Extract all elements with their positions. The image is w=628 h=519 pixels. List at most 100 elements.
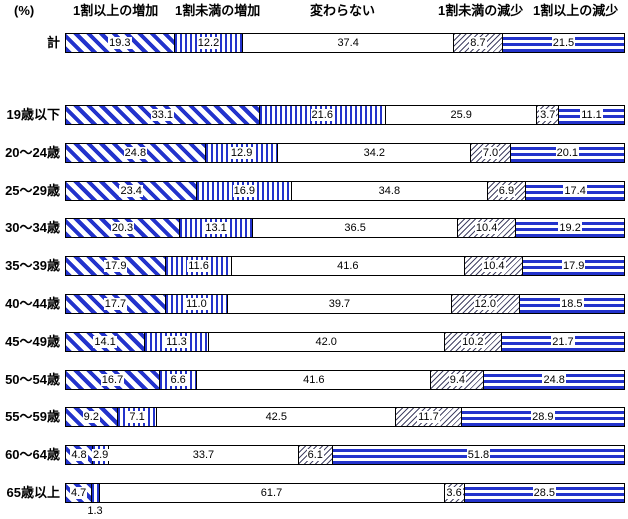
bar-segment: 33.7 xyxy=(109,446,299,464)
bar-segment: 51.8 xyxy=(332,446,624,464)
value-label: 61.7 xyxy=(259,487,284,499)
bar-segment: 16.7 xyxy=(66,371,161,389)
outside-value-label: 1.3 xyxy=(87,505,103,517)
category-label: 35〜39歳 xyxy=(5,258,60,273)
bar-segment: 17.7 xyxy=(66,295,166,313)
value-label: 7.0 xyxy=(481,147,500,159)
bar-segment: 14.1 xyxy=(66,333,146,351)
value-label: 17.7 xyxy=(103,298,128,310)
stacked-bar: 16.7 6.6 41.6 9.4 24.8 xyxy=(65,370,625,390)
value-label: 42.0 xyxy=(314,336,338,348)
bar-segment: 12.0 xyxy=(451,295,520,313)
value-label: 4.7 xyxy=(69,487,88,499)
bar-segment: 41.6 xyxy=(197,371,432,389)
bar-segment: 24.8 xyxy=(66,144,206,162)
stacked-bar: 20.3 13.1 36.5 10.4 19.2 xyxy=(65,218,625,238)
value-label: 10.4 xyxy=(474,222,499,234)
value-label: 36.5 xyxy=(343,222,367,234)
value-label: 11.1 xyxy=(580,109,603,121)
chart-row-0: 計 19.3 12.2 37.4 8.7 21.5 xyxy=(0,33,628,53)
value-label: 41.6 xyxy=(336,260,360,272)
value-label: 2.9 xyxy=(91,449,110,461)
value-label: 21.7 xyxy=(551,336,575,348)
stacked-bar: 17.9 11.6 41.6 10.4 17.9 xyxy=(65,256,625,276)
value-label: 4.8 xyxy=(70,449,88,461)
category-label: 65歳以上 xyxy=(6,485,60,500)
value-label: 17.9 xyxy=(104,260,128,272)
bar-segment: 12.9 xyxy=(205,144,279,162)
stacked-bar: 33.1 21.6 25.9 3.7 11.1 xyxy=(65,105,625,125)
bar-segment: 41.6 xyxy=(231,257,466,275)
value-label: 12.2 xyxy=(196,37,221,49)
bar-segment: 10.4 xyxy=(457,219,517,237)
bar-segment: 61.7 xyxy=(99,484,445,502)
value-label: 19.2 xyxy=(558,222,582,234)
bar-segment: 11.3 xyxy=(145,333,209,351)
bar-segment: 20.1 xyxy=(510,144,624,162)
chart-row-8: 50〜54歳 16.7 6.6 41.6 9.4 24.8 xyxy=(0,370,628,390)
bar-segment: 3.7 xyxy=(537,106,560,124)
value-label: 6.6 xyxy=(169,374,187,386)
bar-segment: 3.6 xyxy=(444,484,465,502)
bar-segment: 11.1 xyxy=(559,106,624,124)
bar-segment: 21.5 xyxy=(502,34,624,52)
bar-segment: 18.5 xyxy=(519,295,624,313)
bar-segment xyxy=(92,484,100,502)
value-label: 6.1 xyxy=(306,449,324,461)
value-label: 3.7 xyxy=(539,109,557,121)
bar-segment: 12.2 xyxy=(174,34,244,52)
bar-segment: 34.2 xyxy=(278,144,472,162)
chart-row-10: 60〜64歳 4.8 2.9 33.7 6.1 51.8 xyxy=(0,445,628,465)
value-label: 25.9 xyxy=(449,109,473,121)
value-label: 20.1 xyxy=(555,147,580,159)
series-header-3: 1割未満の減少 xyxy=(438,3,524,18)
value-label: 12.0 xyxy=(473,298,497,310)
value-label: 11.7 xyxy=(417,411,440,423)
value-label: 41.6 xyxy=(302,374,326,386)
value-label: 23.4 xyxy=(119,185,143,197)
bar-segment: 28.9 xyxy=(461,408,624,426)
value-label: 37.4 xyxy=(336,37,360,49)
chart-row-9: 55〜59歳 9.2 7.1 42.5 11.7 28.9 xyxy=(0,407,628,427)
bar-segment: 9.2 xyxy=(66,408,118,426)
value-label: 16.9 xyxy=(232,185,256,197)
chart-row-6: 40〜44歳 17.7 11.0 39.7 12.0 18.5 xyxy=(0,294,628,314)
stacked-bar: 24.8 12.9 34.2 7.0 20.1 xyxy=(65,143,625,163)
bar-segment: 11.0 xyxy=(165,295,228,313)
bar-segment: 33.1 xyxy=(66,106,260,124)
value-label: 20.3 xyxy=(110,222,135,234)
bar-segment: 9.4 xyxy=(431,371,485,389)
value-label: 11.6 xyxy=(187,260,210,272)
value-label: 8.7 xyxy=(469,37,487,49)
bar-segment: 23.4 xyxy=(66,182,198,200)
category-label: 40〜44歳 xyxy=(5,296,60,311)
category-label: 20〜24歳 xyxy=(5,145,60,160)
value-label: 51.8 xyxy=(466,449,491,461)
value-label: 17.9 xyxy=(562,260,586,272)
category-label: 計 xyxy=(46,35,60,50)
value-label: 28.5 xyxy=(532,487,556,499)
chart-row-5: 35〜39歳 17.9 11.6 41.6 10.4 17.9 xyxy=(0,256,628,276)
bar-segment: 34.8 xyxy=(292,182,488,200)
value-label: 9.4 xyxy=(448,374,467,386)
category-label: 60〜64歳 xyxy=(5,447,60,462)
value-label: 21.5 xyxy=(551,37,576,49)
bar-segment: 37.4 xyxy=(243,34,454,52)
value-label: 28.9 xyxy=(531,411,555,423)
category-label: 45〜49歳 xyxy=(5,334,60,349)
chart-row-4: 30〜34歳 20.3 13.1 36.5 10.4 19.2 xyxy=(0,218,628,238)
bar-segment: 10.4 xyxy=(465,257,524,275)
value-label: 16.7 xyxy=(100,374,125,386)
category-label: 50〜54歳 xyxy=(5,372,60,387)
stacked-bar: 19.3 12.2 37.4 8.7 21.5 xyxy=(65,33,625,53)
bar-segment: 6.1 xyxy=(298,446,333,464)
value-label: 34.8 xyxy=(377,185,402,197)
chart-row-3: 25〜29歳 23.4 16.9 34.8 6.9 17.4 xyxy=(0,181,628,201)
bar-segment: 6.9 xyxy=(487,182,527,200)
value-label: 9.2 xyxy=(82,411,100,423)
bar-segment: 21.6 xyxy=(259,106,386,124)
value-label: 18.5 xyxy=(560,298,584,310)
stacked-bar: 14.1 11.3 42.0 10.2 21.7 xyxy=(65,332,625,352)
bar-segment: 24.8 xyxy=(484,371,624,389)
series-header-4: 1割以上の減少 xyxy=(533,3,619,18)
